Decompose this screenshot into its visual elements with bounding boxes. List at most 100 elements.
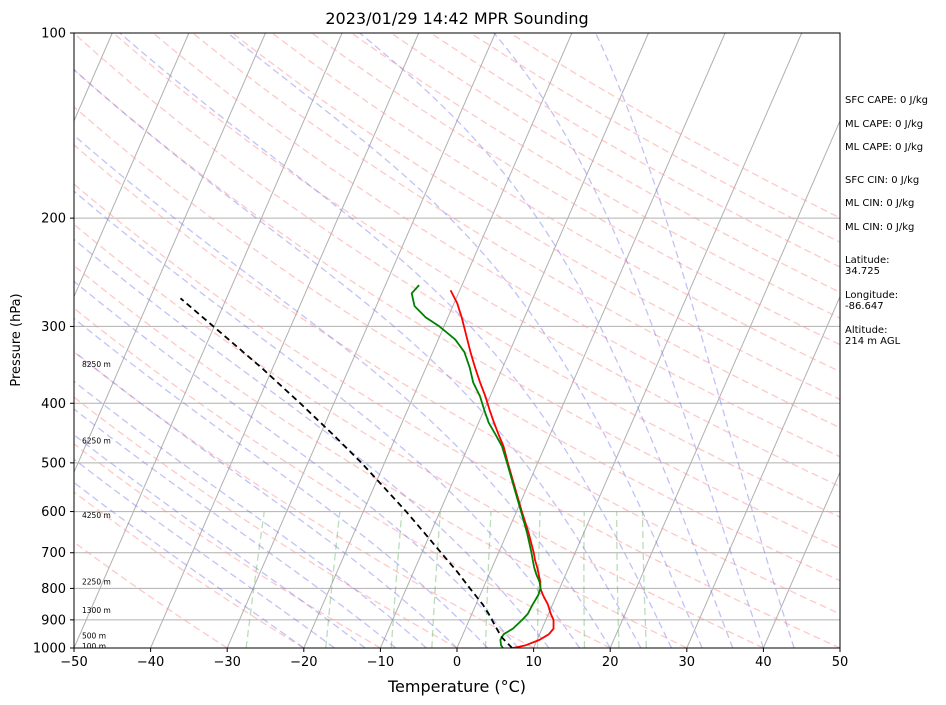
dry-adiabat [74, 307, 611, 648]
ml-cape-text-2: ML CAPE: 0 J/kg [845, 142, 924, 153]
ml-cin-text: ML CIN: 0 J/kg [845, 198, 915, 209]
mixing-ratio-line [616, 511, 620, 648]
x-tick-label: 40 [755, 655, 772, 670]
dry-adiabat [74, 264, 688, 648]
y-tick-label: 1000 [33, 642, 66, 657]
dry-adiabat [112, 33, 840, 488]
moist-adiabat [74, 317, 489, 648]
isotherm-line [303, 33, 573, 648]
moist-adiabat [74, 280, 519, 648]
x-axis: −50 −40 −30 −20 −10 0 10 20 30 40 50 [60, 648, 848, 670]
isotherm-line [762, 471, 840, 648]
moist-adiabat [74, 68, 642, 648]
moist-adiabat [227, 33, 703, 648]
height-label: 1300 m [82, 606, 111, 615]
dry-adiabat [74, 144, 840, 615]
longitude-label: Longitude: [845, 290, 899, 301]
y-axis: 1000 900 800 700 600 500 400 300 200 100 [33, 27, 74, 657]
dry-adiabat [350, 33, 840, 319]
background-lines [74, 33, 840, 648]
ml-cape-text: ML CAPE: 0 J/kg [845, 119, 924, 130]
x-tick-label: −30 [213, 655, 240, 670]
altitude-label: Altitude: [845, 325, 888, 336]
dry-adiabat [192, 33, 840, 429]
longitude-value: -86.647 [845, 301, 884, 312]
sfc-cin-text: SFC CIN: 0 J/kg [845, 175, 920, 186]
y-tick-label: 600 [41, 505, 66, 520]
mixing-ratio-line [536, 511, 541, 648]
mixing-ratio-line [245, 511, 265, 648]
dry-adiabat [74, 68, 840, 550]
dry-adiabat [231, 33, 840, 401]
moist-adiabat [74, 350, 458, 648]
profile-line-1 [449, 289, 555, 648]
x-tick-label: −40 [137, 655, 164, 670]
moist-adiabat [595, 33, 795, 648]
moist-adiabat [74, 380, 427, 648]
isotherm-line [74, 33, 343, 648]
x-tick-label: −10 [367, 655, 394, 670]
y-tick-label: 700 [41, 546, 66, 561]
x-tick-label: −20 [290, 655, 317, 670]
dry-adiabat [271, 33, 840, 373]
height-label: 4250 m [82, 511, 111, 520]
dry-adiabat [74, 223, 764, 648]
dry-adiabat [74, 351, 534, 648]
height-label: 6250 m [82, 437, 111, 446]
latitude-value: 34.725 [845, 266, 880, 277]
dry-adiabat [74, 183, 840, 648]
moist-adiabat [74, 238, 550, 648]
x-tick-label: −50 [60, 655, 87, 670]
y-tick-label: 100 [41, 27, 66, 42]
y-axis-label: Pressure (hPa) [9, 293, 24, 386]
y-tick-label: 400 [41, 397, 66, 412]
height-label: 500 m [82, 632, 106, 641]
dry-adiabat [74, 491, 305, 648]
profile-lines [179, 284, 555, 648]
moist-adiabat [74, 134, 611, 648]
chart-title: 2023/01/29 14:42 MPR Sounding [325, 9, 588, 28]
height-label: 8250 m [82, 360, 111, 369]
stats-panel: SFC CAPE: 0 J/kg ML CAPE: 0 J/kg ML CAPE… [845, 0, 946, 705]
isotherm-line [533, 33, 803, 648]
y-tick-label: 300 [41, 320, 66, 335]
mixing-ratio-line [583, 511, 586, 648]
isotherm-line [74, 33, 266, 474]
x-tick-label: 0 [453, 655, 461, 670]
isotherm-line [379, 33, 649, 648]
moist-adiabat [119, 33, 673, 648]
profile-line-2 [410, 284, 542, 648]
dry-adiabat [311, 33, 840, 346]
altitude-value: 214 m AGL [845, 336, 901, 347]
moist-adiabat [493, 33, 765, 648]
profile-line-3 [179, 297, 513, 648]
dry-adiabat [74, 541, 228, 648]
x-axis-label: Temperature (°C) [387, 677, 526, 696]
ml-cin-text-2: ML CIN: 0 J/kg [845, 222, 915, 233]
moist-adiabat [74, 408, 397, 648]
y-tick-label: 500 [41, 456, 66, 471]
isotherm-line [456, 33, 726, 648]
sfc-cape-text: SFC CAPE: 0 J/kg [845, 95, 928, 106]
dry-adiabat [74, 33, 840, 518]
isotherm-line [609, 119, 840, 648]
mixing-ratio-line [390, 511, 403, 648]
x-tick-label: 30 [679, 655, 696, 670]
mixing-ratio-line [431, 511, 441, 648]
y-tick-label: 800 [41, 582, 66, 597]
dry-adiabat [152, 33, 840, 458]
height-label: 100 m [82, 642, 106, 651]
isotherm-line [686, 295, 840, 648]
y-tick-label: 200 [41, 212, 66, 227]
x-tick-label: 50 [832, 655, 849, 670]
x-tick-label: 20 [602, 655, 619, 670]
dry-adiabat [74, 105, 840, 582]
moist-adiabat [359, 33, 734, 648]
mixing-ratio-line [641, 511, 648, 648]
x-tick-label: 10 [525, 655, 542, 670]
isotherm-line [150, 33, 420, 648]
isotherm-line [226, 33, 496, 648]
height-label: 2250 m [82, 578, 111, 587]
